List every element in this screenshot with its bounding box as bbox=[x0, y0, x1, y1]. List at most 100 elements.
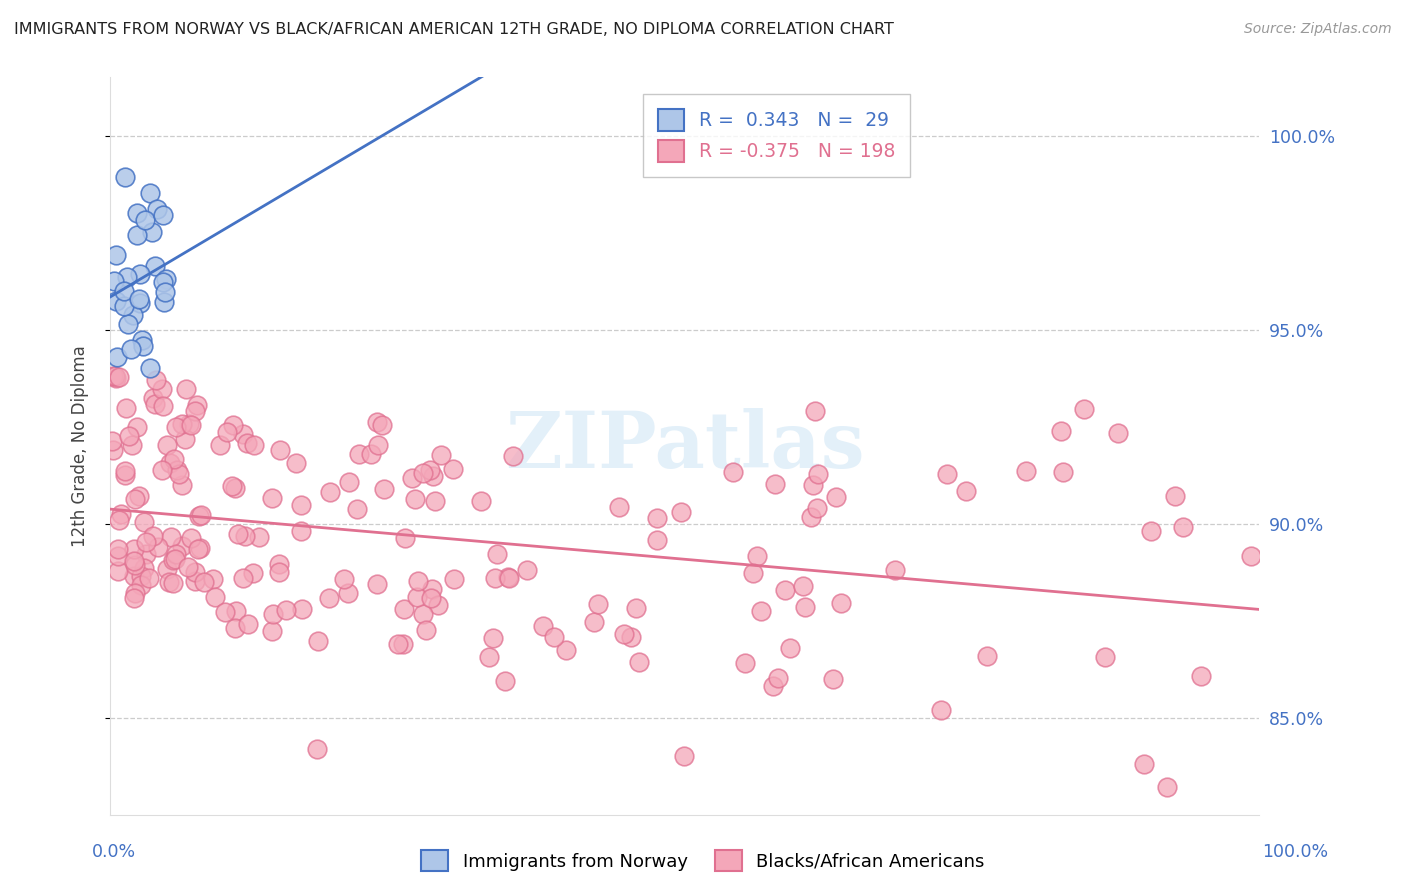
Point bbox=[103, 274, 125, 288]
Point bbox=[734, 657, 756, 671]
Point bbox=[267, 566, 290, 580]
Point bbox=[128, 292, 150, 306]
Point bbox=[620, 631, 643, 645]
Point bbox=[412, 607, 434, 621]
Point bbox=[124, 591, 146, 606]
Point bbox=[115, 269, 138, 284]
Point bbox=[233, 529, 256, 543]
Point bbox=[110, 507, 132, 521]
Point bbox=[165, 547, 187, 561]
Point bbox=[184, 404, 207, 418]
Point bbox=[337, 475, 360, 489]
Point bbox=[935, 467, 957, 482]
Point bbox=[124, 558, 146, 573]
Point bbox=[745, 549, 768, 563]
Point bbox=[830, 596, 852, 610]
Point bbox=[484, 571, 506, 585]
Point bbox=[319, 485, 342, 500]
Point bbox=[554, 643, 576, 657]
Point bbox=[645, 533, 668, 547]
Point bbox=[131, 578, 153, 592]
Point bbox=[801, 478, 824, 492]
Point bbox=[825, 490, 848, 504]
Point bbox=[183, 566, 205, 580]
Point bbox=[128, 489, 150, 503]
Point bbox=[763, 477, 786, 491]
Point bbox=[367, 438, 389, 452]
Point bbox=[112, 299, 135, 313]
Point bbox=[114, 468, 136, 483]
Point bbox=[392, 637, 415, 651]
Point bbox=[607, 500, 630, 514]
Point bbox=[232, 571, 254, 585]
Point bbox=[165, 420, 187, 434]
Point bbox=[742, 566, 765, 580]
Point bbox=[193, 575, 215, 590]
Point bbox=[762, 679, 785, 693]
Point bbox=[262, 607, 284, 622]
Point bbox=[131, 339, 153, 353]
Point bbox=[366, 577, 388, 591]
Point bbox=[516, 563, 538, 577]
Point bbox=[124, 586, 146, 600]
Point bbox=[150, 463, 173, 477]
Point bbox=[262, 491, 284, 505]
Point bbox=[422, 469, 444, 483]
Point bbox=[105, 294, 128, 309]
Point bbox=[232, 426, 254, 441]
Point bbox=[366, 416, 388, 430]
Point bbox=[247, 530, 270, 544]
Point bbox=[188, 541, 211, 556]
Point bbox=[1107, 426, 1129, 441]
Point bbox=[122, 308, 145, 322]
Point bbox=[226, 526, 249, 541]
Point bbox=[821, 673, 844, 687]
Point bbox=[114, 169, 136, 184]
Point bbox=[224, 481, 246, 495]
Point bbox=[1073, 402, 1095, 417]
Point bbox=[141, 225, 163, 239]
Point bbox=[214, 606, 236, 620]
Point bbox=[645, 510, 668, 524]
Legend: R =  0.343   N =  29, R = -0.375   N = 198: R = 0.343 N = 29, R = -0.375 N = 198 bbox=[643, 95, 910, 177]
Point bbox=[406, 590, 429, 604]
Point bbox=[1189, 669, 1212, 683]
Point bbox=[166, 463, 188, 477]
Text: IMMIGRANTS FROM NORWAY VS BLACK/AFRICAN AMERICAN 12TH GRADE, NO DIPLOMA CORRELAT: IMMIGRANTS FROM NORWAY VS BLACK/AFRICAN … bbox=[14, 22, 894, 37]
Point bbox=[121, 438, 143, 452]
Point bbox=[976, 649, 998, 664]
Point bbox=[180, 417, 202, 432]
Point bbox=[800, 510, 823, 524]
Point bbox=[124, 492, 146, 507]
Text: ZIPatlas: ZIPatlas bbox=[505, 408, 865, 484]
Point bbox=[260, 624, 283, 639]
Point bbox=[129, 568, 152, 582]
Point bbox=[236, 436, 259, 450]
Point bbox=[163, 552, 186, 566]
Point bbox=[412, 466, 434, 480]
Point bbox=[170, 417, 193, 432]
Point bbox=[170, 539, 193, 553]
Point bbox=[225, 603, 247, 617]
Point bbox=[145, 202, 167, 216]
Point bbox=[290, 524, 312, 538]
Point bbox=[162, 553, 184, 567]
Point bbox=[163, 451, 186, 466]
Point bbox=[807, 467, 830, 481]
Point bbox=[124, 541, 146, 556]
Point bbox=[132, 515, 155, 529]
Point bbox=[749, 604, 772, 618]
Point bbox=[155, 438, 177, 452]
Point bbox=[1173, 520, 1195, 534]
Point bbox=[156, 562, 179, 576]
Point bbox=[318, 591, 340, 605]
Point bbox=[107, 564, 129, 578]
Point bbox=[884, 562, 907, 576]
Point bbox=[494, 673, 516, 688]
Point bbox=[108, 513, 131, 527]
Point bbox=[122, 569, 145, 583]
Point bbox=[1050, 424, 1073, 438]
Point bbox=[423, 494, 446, 508]
Point bbox=[502, 449, 524, 463]
Point bbox=[766, 671, 789, 685]
